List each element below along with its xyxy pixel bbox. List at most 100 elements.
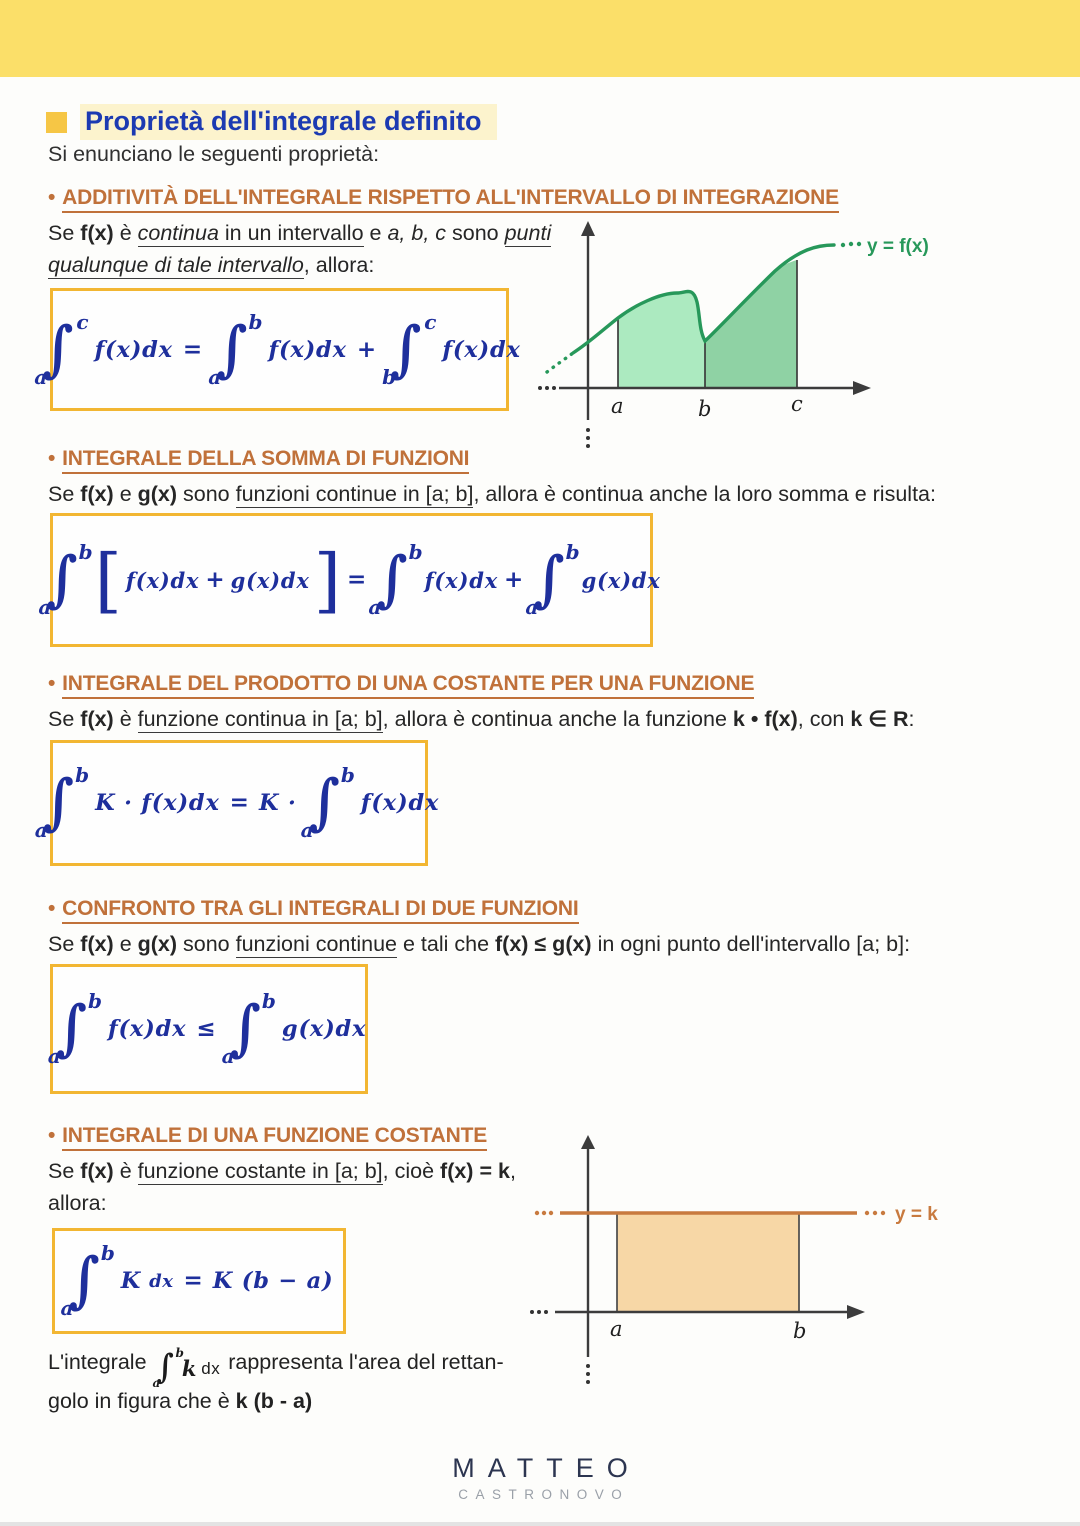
axis-dot — [586, 444, 590, 448]
formula-token: = — [229, 790, 249, 816]
section-heading: • INTEGRALE DELLA SOMMA DI FUNZIONI — [48, 447, 1058, 474]
text-segment: Se — [48, 707, 81, 731]
text-segment: continua — [137, 221, 219, 247]
integral-sign: ∫ b a — [38, 540, 93, 619]
formula-token: = — [347, 567, 367, 593]
formula-token: K · — [258, 790, 297, 816]
text-segment: f(x) — [80, 221, 114, 245]
formula-token: = — [182, 336, 203, 363]
curve-dot — [840, 242, 846, 248]
text-segment: f(x) — [80, 1159, 114, 1183]
y-axis-arrow-icon — [581, 1135, 595, 1149]
text-segment: e — [113, 932, 138, 956]
section-body: Se f(x) è continua in un intervallo e a,… — [48, 218, 563, 282]
page-bottom-edge — [0, 1522, 1080, 1526]
text-segment: , con — [797, 707, 851, 731]
formula-token: ] — [313, 539, 342, 621]
text-segment: f(x) — [80, 482, 114, 506]
footer-surname: CASTRONOVO — [458, 1487, 630, 1502]
graph-costante-svg: y = k a b — [530, 1135, 938, 1384]
section-heading-text: INTEGRALE DELLA SOMMA DI FUNZIONI — [62, 447, 470, 474]
text-segment: funzione costante in [a; b] — [137, 1159, 383, 1185]
axis-dot — [545, 386, 549, 390]
text-segment: Se — [48, 221, 81, 245]
integral-sign: ∫ b a — [60, 1241, 115, 1320]
section-somma: • INTEGRALE DELLA SOMMA DI FUNZIONI Se f(… — [48, 447, 1058, 511]
line-dot — [541, 1210, 547, 1216]
text-segment: f(x) — [80, 932, 114, 956]
formula-token: f(x)dx — [108, 1016, 187, 1042]
formula-token: f(x)dx — [94, 336, 173, 363]
text-segment: , allora è continua anche la loro somma … — [473, 482, 936, 506]
bullet-icon: • — [48, 1124, 56, 1147]
integral-sign: ∫ b a — [368, 540, 423, 619]
tick-label-b: b — [793, 1319, 806, 1343]
graph-additivita: y = f(x) a b c — [535, 220, 980, 465]
text-segment: sono — [177, 482, 236, 506]
axis-dot — [538, 386, 542, 390]
formula-box-additivita: ∫ c a f(x)dx = ∫ b a f(x)dx + ∫ c b f(x)dx — [34, 288, 520, 411]
axis-dot — [552, 386, 556, 390]
formula-token: ≤ — [196, 1016, 216, 1042]
text-segment: k • f(x) — [732, 707, 798, 731]
formula-token: + — [356, 336, 377, 363]
curve-label: y = f(x) — [867, 236, 929, 257]
integral-sign: ∫ b a — [208, 309, 263, 389]
formula-token: + — [205, 567, 225, 593]
text-segment: sono — [446, 221, 505, 245]
curve-dotted-tail — [545, 351, 575, 374]
integral-sign: ∫ b a — [221, 989, 276, 1068]
bullet-icon: • — [48, 447, 56, 470]
text-segment: f(x) ≤ g(x) — [495, 932, 592, 956]
text-segment: sono — [177, 932, 236, 956]
x-axis-arrow-icon — [853, 381, 871, 395]
integral-sign: ∫ c a — [34, 309, 89, 389]
formula-token: k — [181, 1355, 198, 1381]
formula-token: g(x)dx — [581, 567, 661, 593]
axis-dot — [530, 1310, 534, 1314]
text-segment: funzioni continue in [a; b] — [235, 482, 474, 508]
tick-label-c: c — [791, 392, 803, 416]
text-segment: , allora: — [303, 252, 375, 277]
text-segment: Se — [48, 482, 81, 506]
section-costante: • INTEGRALE DI UNA FUNZIONE COSTANTE Se f… — [48, 1124, 538, 1220]
bullet-icon: • — [48, 186, 56, 209]
axis-dot — [544, 1310, 548, 1314]
text-segment: Se — [48, 1159, 81, 1183]
text-segment: punti qualunque di tale intervallo — [48, 221, 552, 279]
function-curve — [571, 243, 836, 355]
title-square-bullet-icon — [46, 111, 67, 133]
formula-token: f(x)dx — [442, 336, 521, 363]
formula-token: f(x)dx — [424, 567, 499, 593]
note-rectangle-area: L'integrale ∫ b a k dx rappresenta l'area de… — [48, 1346, 628, 1419]
formula-box-prodotto: ∫ b a K · f(x)dx = K · ∫ b a f(x)dx — [35, 740, 438, 866]
y-axis-arrow-icon — [581, 221, 595, 236]
text-segment: f(x) — [80, 707, 114, 731]
integral-sign: ∫ b a — [300, 763, 355, 842]
text-segment: Se — [48, 932, 81, 956]
integral-sign: ∫ b a — [152, 1346, 184, 1390]
text-segment: è — [113, 1159, 138, 1183]
section-heading: • INTEGRALE DEL PRODOTTO DI UNA COSTANTE … — [48, 672, 1058, 699]
note-line2-bold: k (b - a) — [235, 1389, 313, 1414]
section-confronto: • CONFRONTO TRA GLI INTEGRALI DI DUE FUNZ… — [48, 897, 1058, 961]
note-pre: L'integrale — [48, 1350, 147, 1374]
formula-token: K · f(x)dx — [95, 790, 220, 816]
formula-token: g(x)dx — [230, 567, 310, 593]
text-segment: è — [113, 707, 138, 731]
line-dot — [880, 1210, 886, 1216]
text-segment: , allora: — [48, 1159, 516, 1215]
intro-text: Si enunciano le seguenti proprietà: — [48, 142, 380, 166]
section-body: Se f(x) è funzione costante in [a; b], c… — [48, 1156, 538, 1220]
tick-label-b: b — [698, 397, 711, 421]
bullet-icon: • — [48, 897, 56, 920]
axis-dot — [586, 1380, 590, 1384]
line-dot — [548, 1210, 554, 1216]
section-additivita: • ADDITIVITÀ DELL'INTEGRALE RISPETTO ALL'… — [48, 186, 839, 282]
line-dot — [534, 1210, 540, 1216]
text-segment: è — [113, 221, 138, 245]
text-segment: e — [113, 482, 138, 506]
formula-token: K (b − a) — [212, 1268, 334, 1294]
graph-additivita-svg: y = f(x) a b c — [538, 221, 929, 448]
formula-token: f(x)dx — [268, 336, 347, 363]
